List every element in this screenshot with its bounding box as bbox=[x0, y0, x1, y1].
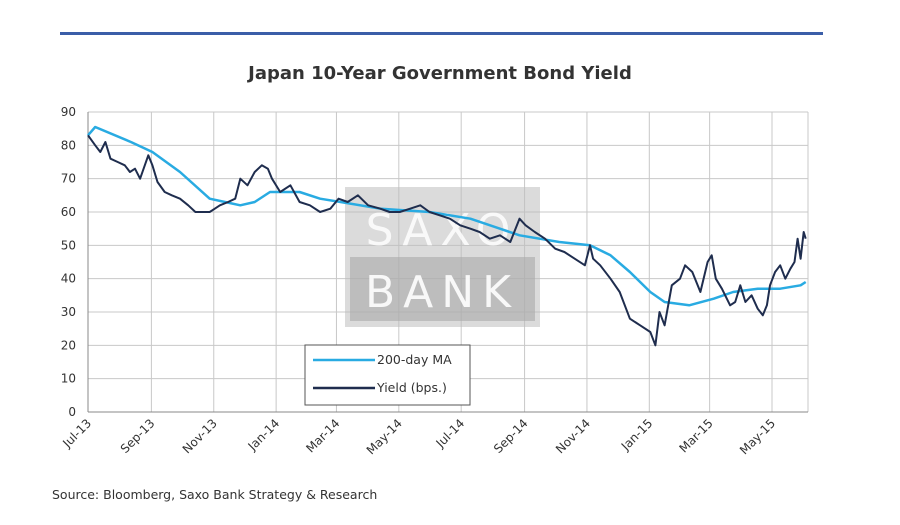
x-tick-label: Jul-14 bbox=[433, 416, 468, 451]
x-tick-label: Mar-14 bbox=[303, 416, 342, 455]
y-tick-label: 40 bbox=[61, 272, 76, 286]
source-note: Source: Bloomberg, Saxo Bank Strategy & … bbox=[52, 487, 378, 502]
x-tick-label: May-15 bbox=[737, 416, 778, 457]
y-tick-label: 50 bbox=[61, 238, 76, 252]
x-tick-label: Mar-15 bbox=[677, 416, 716, 455]
y-tick-label: 30 bbox=[61, 305, 76, 319]
x-tick-label: Nov-13 bbox=[180, 416, 220, 456]
y-axis: 0 10 20 30 40 50 60 70 80 90 bbox=[61, 105, 76, 419]
x-axis: Jul-13 Sep-13 Nov-13 Jan-14 Mar-14 May-14 Jul-… bbox=[59, 416, 778, 457]
legend-label-ma: 200-day MA bbox=[377, 352, 452, 367]
y-tick-label: 20 bbox=[61, 338, 76, 352]
legend-label-yield: Yield (bps.) bbox=[376, 380, 447, 395]
legend-box bbox=[304, 344, 471, 406]
grid bbox=[87, 111, 809, 413]
watermark-text-bank: BANK bbox=[365, 267, 519, 318]
x-tick-label: Jan-14 bbox=[245, 416, 283, 454]
chart-title: Japan 10-Year Government Bond Yield bbox=[248, 63, 632, 84]
y-tick-label: 60 bbox=[61, 205, 76, 219]
y-tick-label: 90 bbox=[61, 105, 76, 119]
series-lines bbox=[87, 125, 807, 347]
x-tick-label: May-14 bbox=[364, 416, 405, 457]
x-tick-label: Sep-13 bbox=[118, 416, 158, 456]
saxo-bank-watermark: SAXO BANK bbox=[345, 187, 540, 327]
watermark-box-lower bbox=[350, 257, 535, 321]
header-rule bbox=[60, 32, 823, 35]
x-tick-label: Jul-13 bbox=[59, 416, 94, 451]
y-tick-label: 80 bbox=[61, 138, 76, 152]
series-line-200-day-ma bbox=[87, 125, 807, 307]
series-line-yield bbox=[87, 134, 807, 347]
y-tick-label: 70 bbox=[61, 172, 76, 186]
x-tick-label: Sep-14 bbox=[491, 416, 531, 456]
y-tick-label: 10 bbox=[61, 372, 76, 386]
x-tick-label: Jan-15 bbox=[618, 416, 656, 454]
y-tick-label: 0 bbox=[68, 405, 76, 419]
x-tick-label: Nov-14 bbox=[553, 416, 593, 456]
legend: 200-day MA Yield (bps.) bbox=[304, 344, 471, 406]
